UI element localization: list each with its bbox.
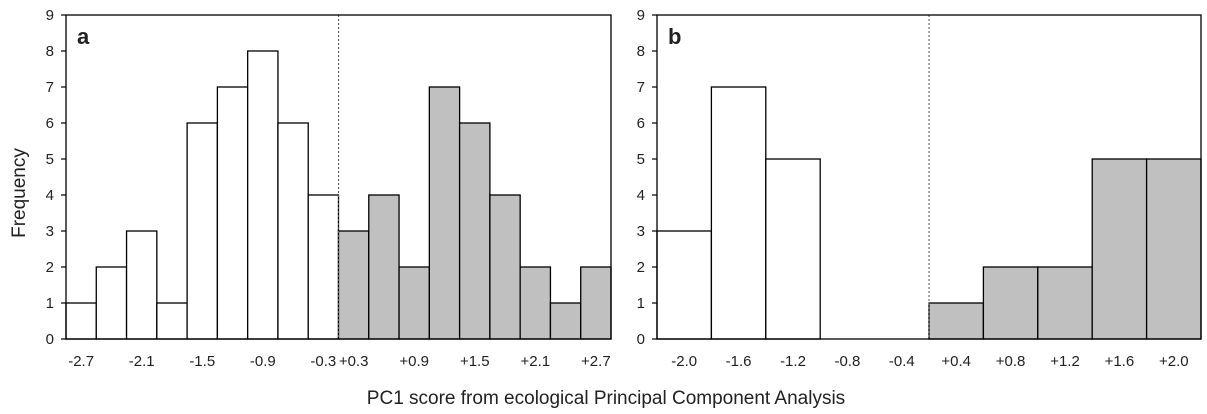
- x-tick-label: +2.7: [581, 353, 611, 370]
- x-tick-label: -2.0: [671, 353, 697, 370]
- panel-label: b: [668, 24, 681, 49]
- y-tick-label: 9: [637, 7, 645, 24]
- bar: [458, 122, 491, 340]
- bar: [580, 266, 612, 340]
- y-tick-label: 1: [637, 295, 645, 312]
- y-tick-label: 8: [637, 43, 645, 60]
- x-tick-label: -0.4: [889, 353, 915, 370]
- x-tick-label: -0.9: [250, 353, 276, 370]
- panel-b: 0 1 2 3 4 5 6 7 8 9 -2.0 -1.6 -1.2 -0.8 -0.4 +0.4 +0.8 +1…: [637, 7, 1202, 370]
- x-tick-label: +1.6: [1105, 353, 1135, 370]
- y-tick-label: 8: [46, 43, 54, 60]
- bar: [186, 122, 219, 340]
- y-tick-label: 7: [637, 79, 645, 96]
- x-tick-label: +1.2: [1050, 353, 1080, 370]
- bar: [549, 302, 582, 340]
- bar: [656, 230, 713, 340]
- y-tick-label: 0: [46, 331, 54, 348]
- y-tick-label: 9: [46, 7, 54, 24]
- bar: [428, 86, 461, 340]
- panel-label: a: [77, 24, 90, 49]
- panels: 0 1 2 3 4 5 6 7 8 9 -2.7 -2.1 -1.5 -0.9 -0.3 +0.3 +0.9 +1…: [46, 7, 1202, 370]
- y-tick-label: 4: [637, 187, 645, 204]
- y-tick-label: 5: [637, 151, 645, 168]
- x-axis-title: PC1 score from ecological Principal Comp…: [367, 388, 845, 409]
- bar: [398, 266, 430, 340]
- x-tick-label: +0.4: [941, 353, 971, 370]
- bar: [1145, 158, 1202, 340]
- y-tick-label: 1: [46, 295, 54, 312]
- y-tick-label: 3: [637, 223, 645, 240]
- bar: [247, 50, 279, 340]
- y-tick-label: 2: [46, 259, 54, 276]
- bar: [368, 194, 400, 340]
- x-tick-label: +0.8: [996, 353, 1026, 370]
- y-axis-title: Frequency: [9, 148, 30, 238]
- y-tick-label: 6: [637, 115, 645, 132]
- y-tick-label: 3: [46, 223, 54, 240]
- bar: [125, 230, 158, 340]
- x-tick-label: +0.3: [339, 353, 369, 370]
- bar: [982, 266, 1039, 340]
- x-tick-label: -2.1: [129, 353, 155, 370]
- bar: [65, 302, 97, 340]
- plot-frame: [656, 14, 1202, 340]
- y-tick-label: 5: [46, 151, 54, 168]
- x-tick-label: -1.2: [780, 353, 806, 370]
- x-tick-label: +2.0: [1159, 353, 1189, 370]
- bar: [928, 302, 985, 340]
- x-tick-label: +0.9: [399, 353, 429, 370]
- bar: [216, 86, 249, 340]
- bar: [277, 122, 309, 340]
- bar: [337, 230, 370, 340]
- bar: [95, 266, 128, 340]
- bar: [307, 194, 340, 340]
- y-tick-label: 4: [46, 187, 54, 204]
- plot-frame: [65, 14, 612, 340]
- x-tick-label: -0.3: [310, 353, 336, 370]
- bar: [765, 158, 821, 340]
- x-tick-label: +2.1: [520, 353, 550, 370]
- y-tick-label: 6: [46, 115, 54, 132]
- x-tick-label: -2.7: [68, 353, 94, 370]
- bar: [1091, 158, 1148, 340]
- bar: [1037, 266, 1093, 340]
- bar: [156, 302, 188, 340]
- y-tick-label: 7: [46, 79, 54, 96]
- panel-a: 0 1 2 3 4 5 6 7 8 9 -2.7 -2.1 -1.5 -0.9 -0.3 +0.3 +0.9 +1…: [46, 7, 612, 370]
- x-tick-label: -0.8: [834, 353, 860, 370]
- y-tick-label: 2: [637, 259, 645, 276]
- bar: [519, 266, 552, 340]
- y-tick-label: 0: [637, 331, 645, 348]
- bar: [710, 86, 767, 340]
- x-tick-label: +1.5: [460, 353, 490, 370]
- x-tick-label: -1.5: [189, 353, 215, 370]
- bar: [489, 194, 521, 340]
- x-tick-label: -1.6: [726, 353, 752, 370]
